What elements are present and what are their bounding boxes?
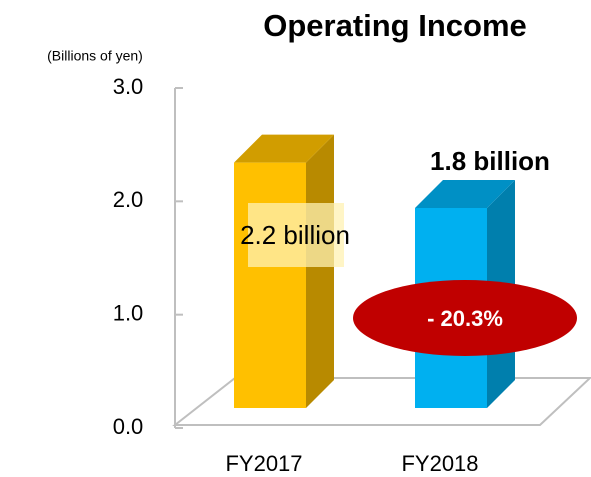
bar-top <box>415 180 515 208</box>
floor <box>172 377 591 426</box>
bar <box>234 134 334 408</box>
chart-title: Operating Income <box>263 8 527 43</box>
x-tick-label: FY2017 <box>225 451 302 476</box>
bar-side <box>306 134 334 408</box>
annotation: - 20.3% <box>427 306 503 331</box>
x-tick-label: FY2018 <box>401 451 478 476</box>
bar-top <box>234 134 334 163</box>
y-tick-label: 1.0 <box>113 300 144 325</box>
y-tick-label: 0.0 <box>113 414 144 439</box>
label-band <box>248 203 344 267</box>
value-label: 2.2 billion <box>240 220 350 250</box>
bar-front <box>234 162 306 408</box>
annotation-badge <box>353 280 577 356</box>
y-tick-label: 3.0 <box>113 74 144 99</box>
value-label: 1.8 billion <box>430 146 550 176</box>
y-tick-label: 2.0 <box>113 187 144 212</box>
y-axis-label: (Billions of yen) <box>47 48 143 64</box>
